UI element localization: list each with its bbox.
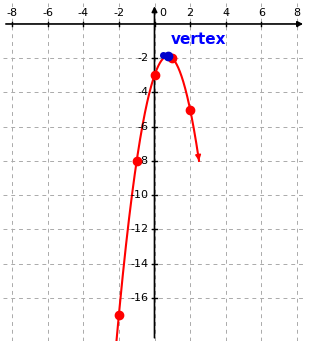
Text: vertex: vertex: [171, 32, 226, 47]
Text: 0: 0: [159, 8, 166, 18]
Text: 4: 4: [222, 8, 229, 18]
Text: -8: -8: [137, 156, 148, 166]
Text: -12: -12: [130, 224, 148, 234]
Text: -2: -2: [113, 8, 125, 18]
Text: 8: 8: [294, 8, 301, 18]
Text: -16: -16: [130, 293, 148, 303]
Text: -4: -4: [137, 87, 148, 97]
Text: -6: -6: [137, 122, 148, 132]
Text: -2: -2: [137, 53, 148, 63]
Text: -14: -14: [130, 259, 148, 269]
Text: -8: -8: [6, 8, 18, 18]
Text: -10: -10: [130, 190, 148, 200]
Text: 2: 2: [187, 8, 194, 18]
Text: -4: -4: [78, 8, 89, 18]
Text: 6: 6: [258, 8, 265, 18]
Text: -6: -6: [42, 8, 53, 18]
